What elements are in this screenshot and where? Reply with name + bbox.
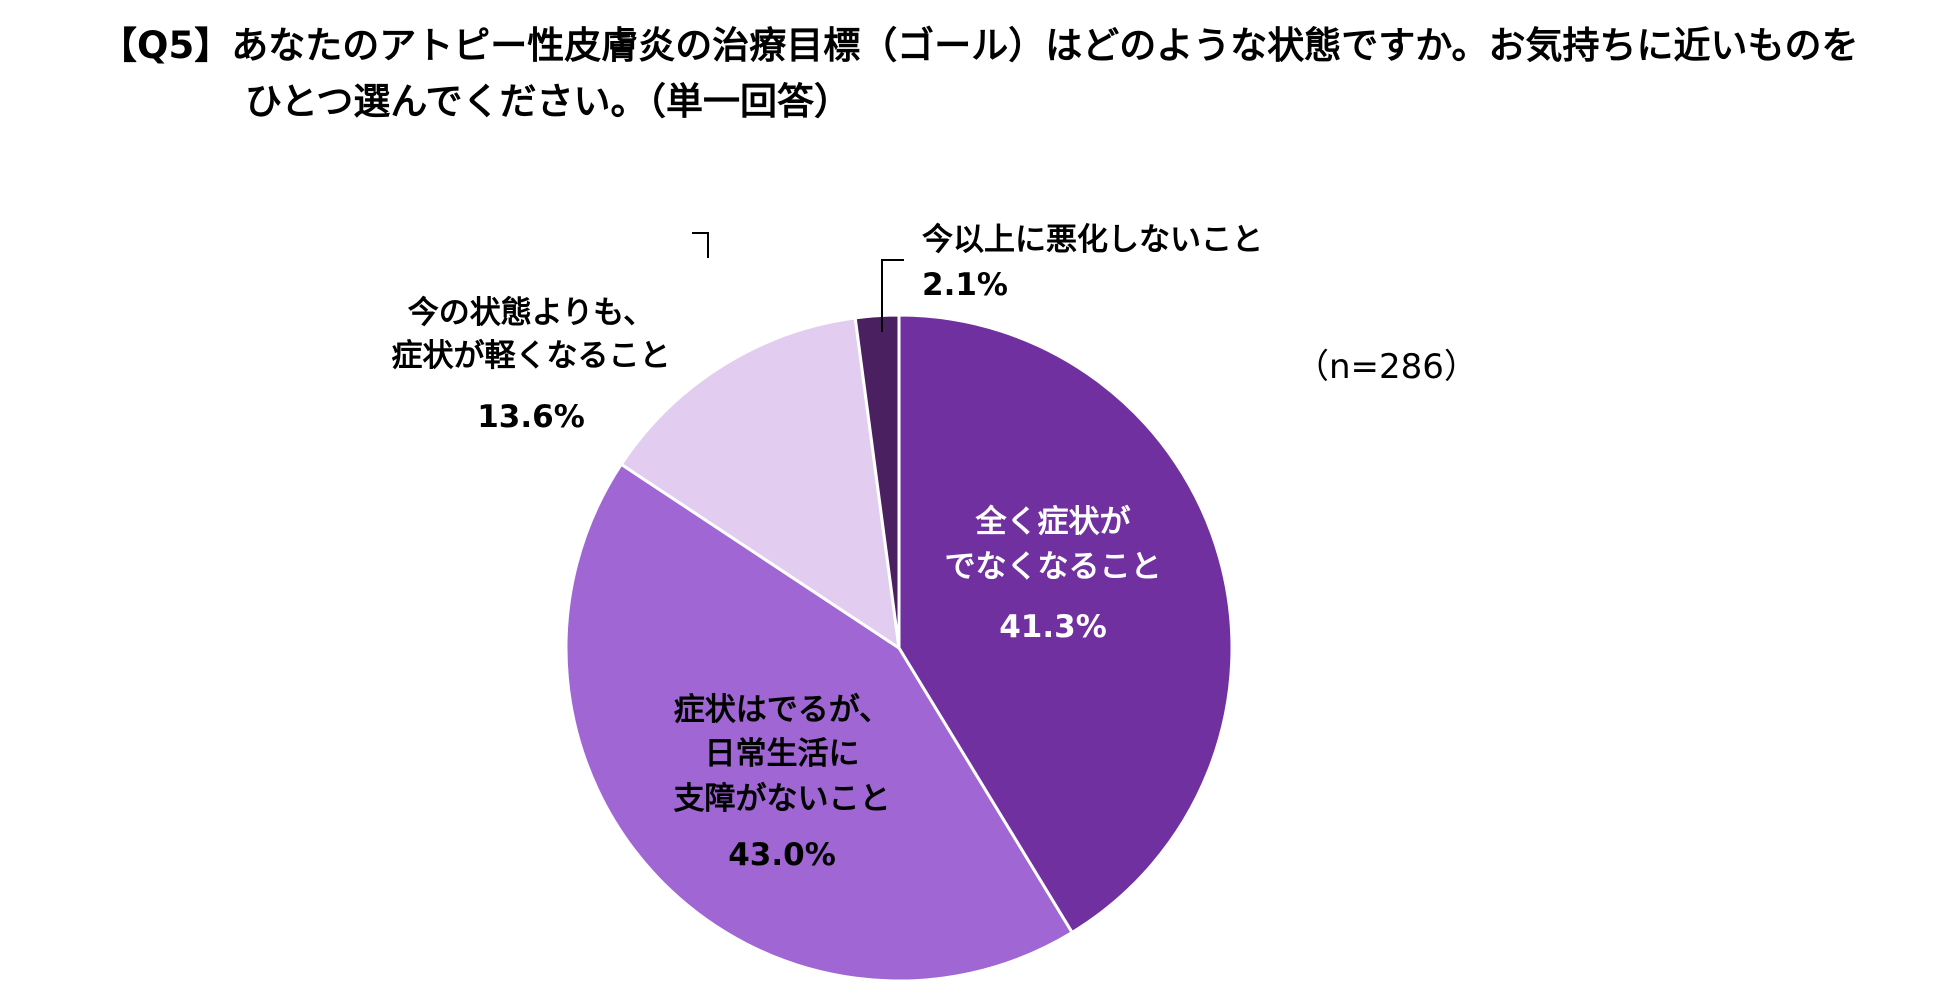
- slice-label-line: 支障がないこと: [674, 781, 891, 817]
- slice-label-line: 症状が軽くなること: [392, 338, 671, 374]
- slice-label-line: 症状はでるが、: [674, 692, 890, 728]
- question-title-line2: ひとつ選んでください。（単一回答）: [245, 80, 852, 123]
- question-title: 【Q5】あなたのアトピー性皮膚炎の治療目標（ゴール）はどのような状態ですか。お気…: [100, 18, 1940, 130]
- leader-line-slice-4: [881, 259, 904, 332]
- sample-size-label: （n=286）: [1295, 347, 1478, 387]
- slice-value-label: 43.0%: [728, 837, 836, 873]
- slice-value-label: 41.3%: [999, 609, 1107, 645]
- pie-slice-3: [619, 316, 901, 652]
- slice-label-line: 今の状態よりも、: [408, 295, 654, 331]
- question-title-line1: 【Q5】あなたのアトピー性皮膚炎の治療目標（ゴール）はどのような状態ですか。お気…: [100, 24, 1859, 67]
- leader-line-slice-3: [692, 232, 709, 258]
- slice-label-line: 日常生活に: [705, 736, 860, 772]
- slice-label-line: でなくなること: [945, 549, 1162, 585]
- pie-slices: [564, 313, 1234, 983]
- pie-slice-4: [853, 313, 901, 649]
- pie-slice-1: [897, 313, 1234, 935]
- slice-label-line: 全く症状が: [975, 504, 1131, 540]
- slice-value-label: 2.1%: [922, 267, 1008, 303]
- slice-value-label: 13.6%: [477, 399, 585, 435]
- slice-label-line: 今以上に悪化しないこと: [922, 222, 1263, 258]
- pie-slice-2: [564, 462, 1075, 983]
